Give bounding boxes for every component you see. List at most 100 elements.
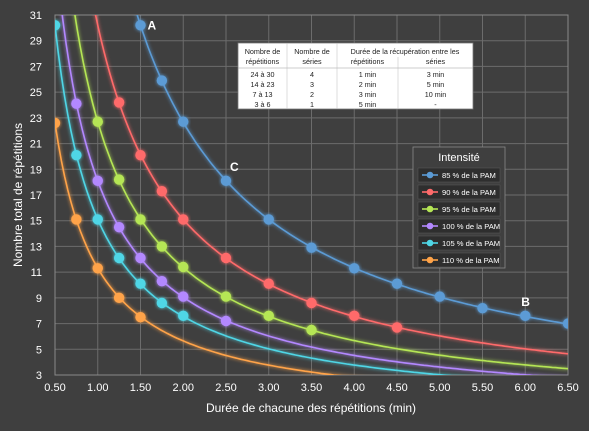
table-header-cell: Durée de la récupération entre les: [351, 47, 460, 56]
legend-item: 110 % de la PAM: [417, 252, 501, 268]
legend-item-background: [417, 167, 501, 183]
y-tick-label: 7: [36, 319, 42, 331]
x-tick-label: 1.50: [130, 382, 151, 394]
y-tick-label: 19: [30, 164, 42, 176]
table-header-cell: répétitions: [246, 57, 280, 66]
legend-item: 85 % de la PAM: [417, 167, 501, 183]
data-point: [178, 214, 189, 225]
table-cell: 7 à 13: [253, 90, 273, 99]
table-cell: 4: [310, 70, 314, 79]
legend: Intensité 85 % de la PAM 90 % de la PAM 95 …: [412, 146, 506, 269]
x-tick-label: 6.00: [515, 382, 536, 394]
data-point: [71, 214, 82, 225]
data-point: [306, 242, 317, 253]
data-point: [477, 302, 488, 314]
table-header-cell: séries: [426, 57, 446, 66]
table-cell: 3 min: [359, 90, 377, 99]
table-header-cell: répétitions: [351, 57, 385, 66]
data-point: [92, 263, 103, 274]
data-point: [92, 214, 103, 225]
x-tick-label: 4.00: [344, 382, 365, 394]
annotation-label: C: [230, 160, 239, 174]
data-point: [156, 241, 168, 252]
x-tick-label: 0.50: [44, 382, 65, 394]
y-tick-label: 3: [36, 370, 42, 382]
y-tick-label: 15: [30, 216, 42, 228]
x-tick-label: 6.50: [557, 382, 578, 394]
table-cell: 3 min: [427, 70, 445, 79]
table-cell: 2: [310, 90, 314, 99]
data-point: [156, 275, 168, 287]
series-group-0: [135, 15, 568, 329]
data-point: [220, 315, 232, 327]
annotation-label: B: [521, 295, 530, 309]
y-tick-label: 9: [36, 293, 42, 305]
legend-swatch-marker: [426, 188, 434, 196]
x-tick-label: 3.50: [301, 382, 322, 394]
data-point: [113, 221, 125, 233]
data-point: [263, 310, 274, 322]
legend-label: 105 % de la PAM: [442, 239, 500, 248]
data-point: [178, 261, 189, 273]
legend-item-background: [417, 218, 501, 234]
legend-label: 95 % de la PAM: [442, 205, 496, 214]
x-tick-label: 5.50: [472, 382, 493, 394]
series-group: [55, 15, 568, 375]
table-cell: 24 à 30: [251, 70, 275, 79]
x-tick-label: 1.00: [87, 382, 108, 394]
data-point: [391, 278, 403, 289]
legend-item: 105 % de la PAM: [417, 235, 501, 251]
series-line: [94, 15, 568, 355]
table-background: [237, 42, 474, 110]
data-point: [178, 291, 189, 302]
series-line: [74, 15, 568, 370]
axis-ticks: 0.50 1.00 1.50 2.00 2.50 3.00 3.50 4.00 4.50 5.00…: [30, 10, 579, 394]
data-point: [135, 278, 146, 289]
data-point: [156, 75, 168, 86]
table-cell: 14 à 23: [251, 80, 275, 89]
series-group-5: [55, 117, 342, 375]
x-tick-label: 4.50: [386, 382, 407, 394]
legend-title: Intensité: [438, 152, 480, 164]
data-point: [113, 97, 125, 108]
legend-swatch-marker: [426, 205, 434, 213]
table-cell: 5 min: [359, 100, 377, 109]
data-point: [434, 291, 445, 302]
data-point: [135, 149, 146, 161]
table-cell: 5 min: [427, 80, 445, 89]
series-group-2: [74, 15, 568, 370]
legend-item: 100 % de la PAM: [417, 218, 501, 234]
legend-label: 90 % de la PAM: [442, 188, 496, 197]
series-line: [136, 15, 568, 325]
x-axis-label: Durée de chacune des répétitions (min): [206, 401, 416, 415]
legend-swatch-marker: [426, 171, 434, 179]
data-point: [71, 98, 82, 109]
legend-label: 110 % de la PAM: [442, 256, 500, 265]
data-point: [113, 252, 125, 264]
data-point: [135, 311, 146, 323]
y-tick-label: 21: [30, 139, 42, 151]
data-point: [349, 310, 360, 322]
legend-item-background: [417, 252, 501, 268]
legend-swatch-marker: [426, 222, 434, 230]
data-point: [92, 116, 103, 127]
plot-border: [54, 14, 569, 376]
data-point: [220, 175, 232, 187]
legend-label: 85 % de la PAM: [442, 171, 496, 180]
y-axis-label: Nombre total de répétitions: [11, 123, 25, 267]
table-cell: 3 à 6: [255, 100, 271, 109]
y-tick-label: 23: [30, 113, 42, 125]
y-tick-label: 17: [30, 190, 42, 202]
legend-swatch-marker: [426, 239, 434, 247]
x-tick-label: 3.00: [258, 382, 279, 394]
data-point: [220, 252, 232, 264]
legend-item: 90 % de la PAM: [417, 184, 501, 200]
data-point: [391, 322, 403, 333]
table-header-cell: Nombre de: [294, 47, 330, 56]
data-point: [135, 20, 146, 31]
data-point: [92, 175, 103, 187]
table-cell: 10 min: [425, 90, 447, 99]
annotation-label: A: [148, 18, 157, 32]
